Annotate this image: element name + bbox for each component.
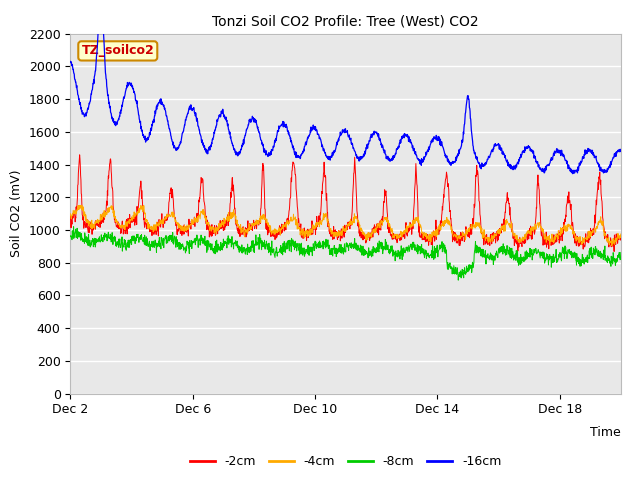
Legend: -2cm, -4cm, -8cm, -16cm: -2cm, -4cm, -8cm, -16cm	[185, 450, 506, 473]
Text: Time: Time	[590, 426, 621, 439]
Y-axis label: Soil CO2 (mV): Soil CO2 (mV)	[10, 170, 23, 257]
Title: Tonzi Soil CO2 Profile: Tree (West) CO2: Tonzi Soil CO2 Profile: Tree (West) CO2	[212, 14, 479, 28]
Text: TZ_soilco2: TZ_soilco2	[81, 44, 154, 58]
